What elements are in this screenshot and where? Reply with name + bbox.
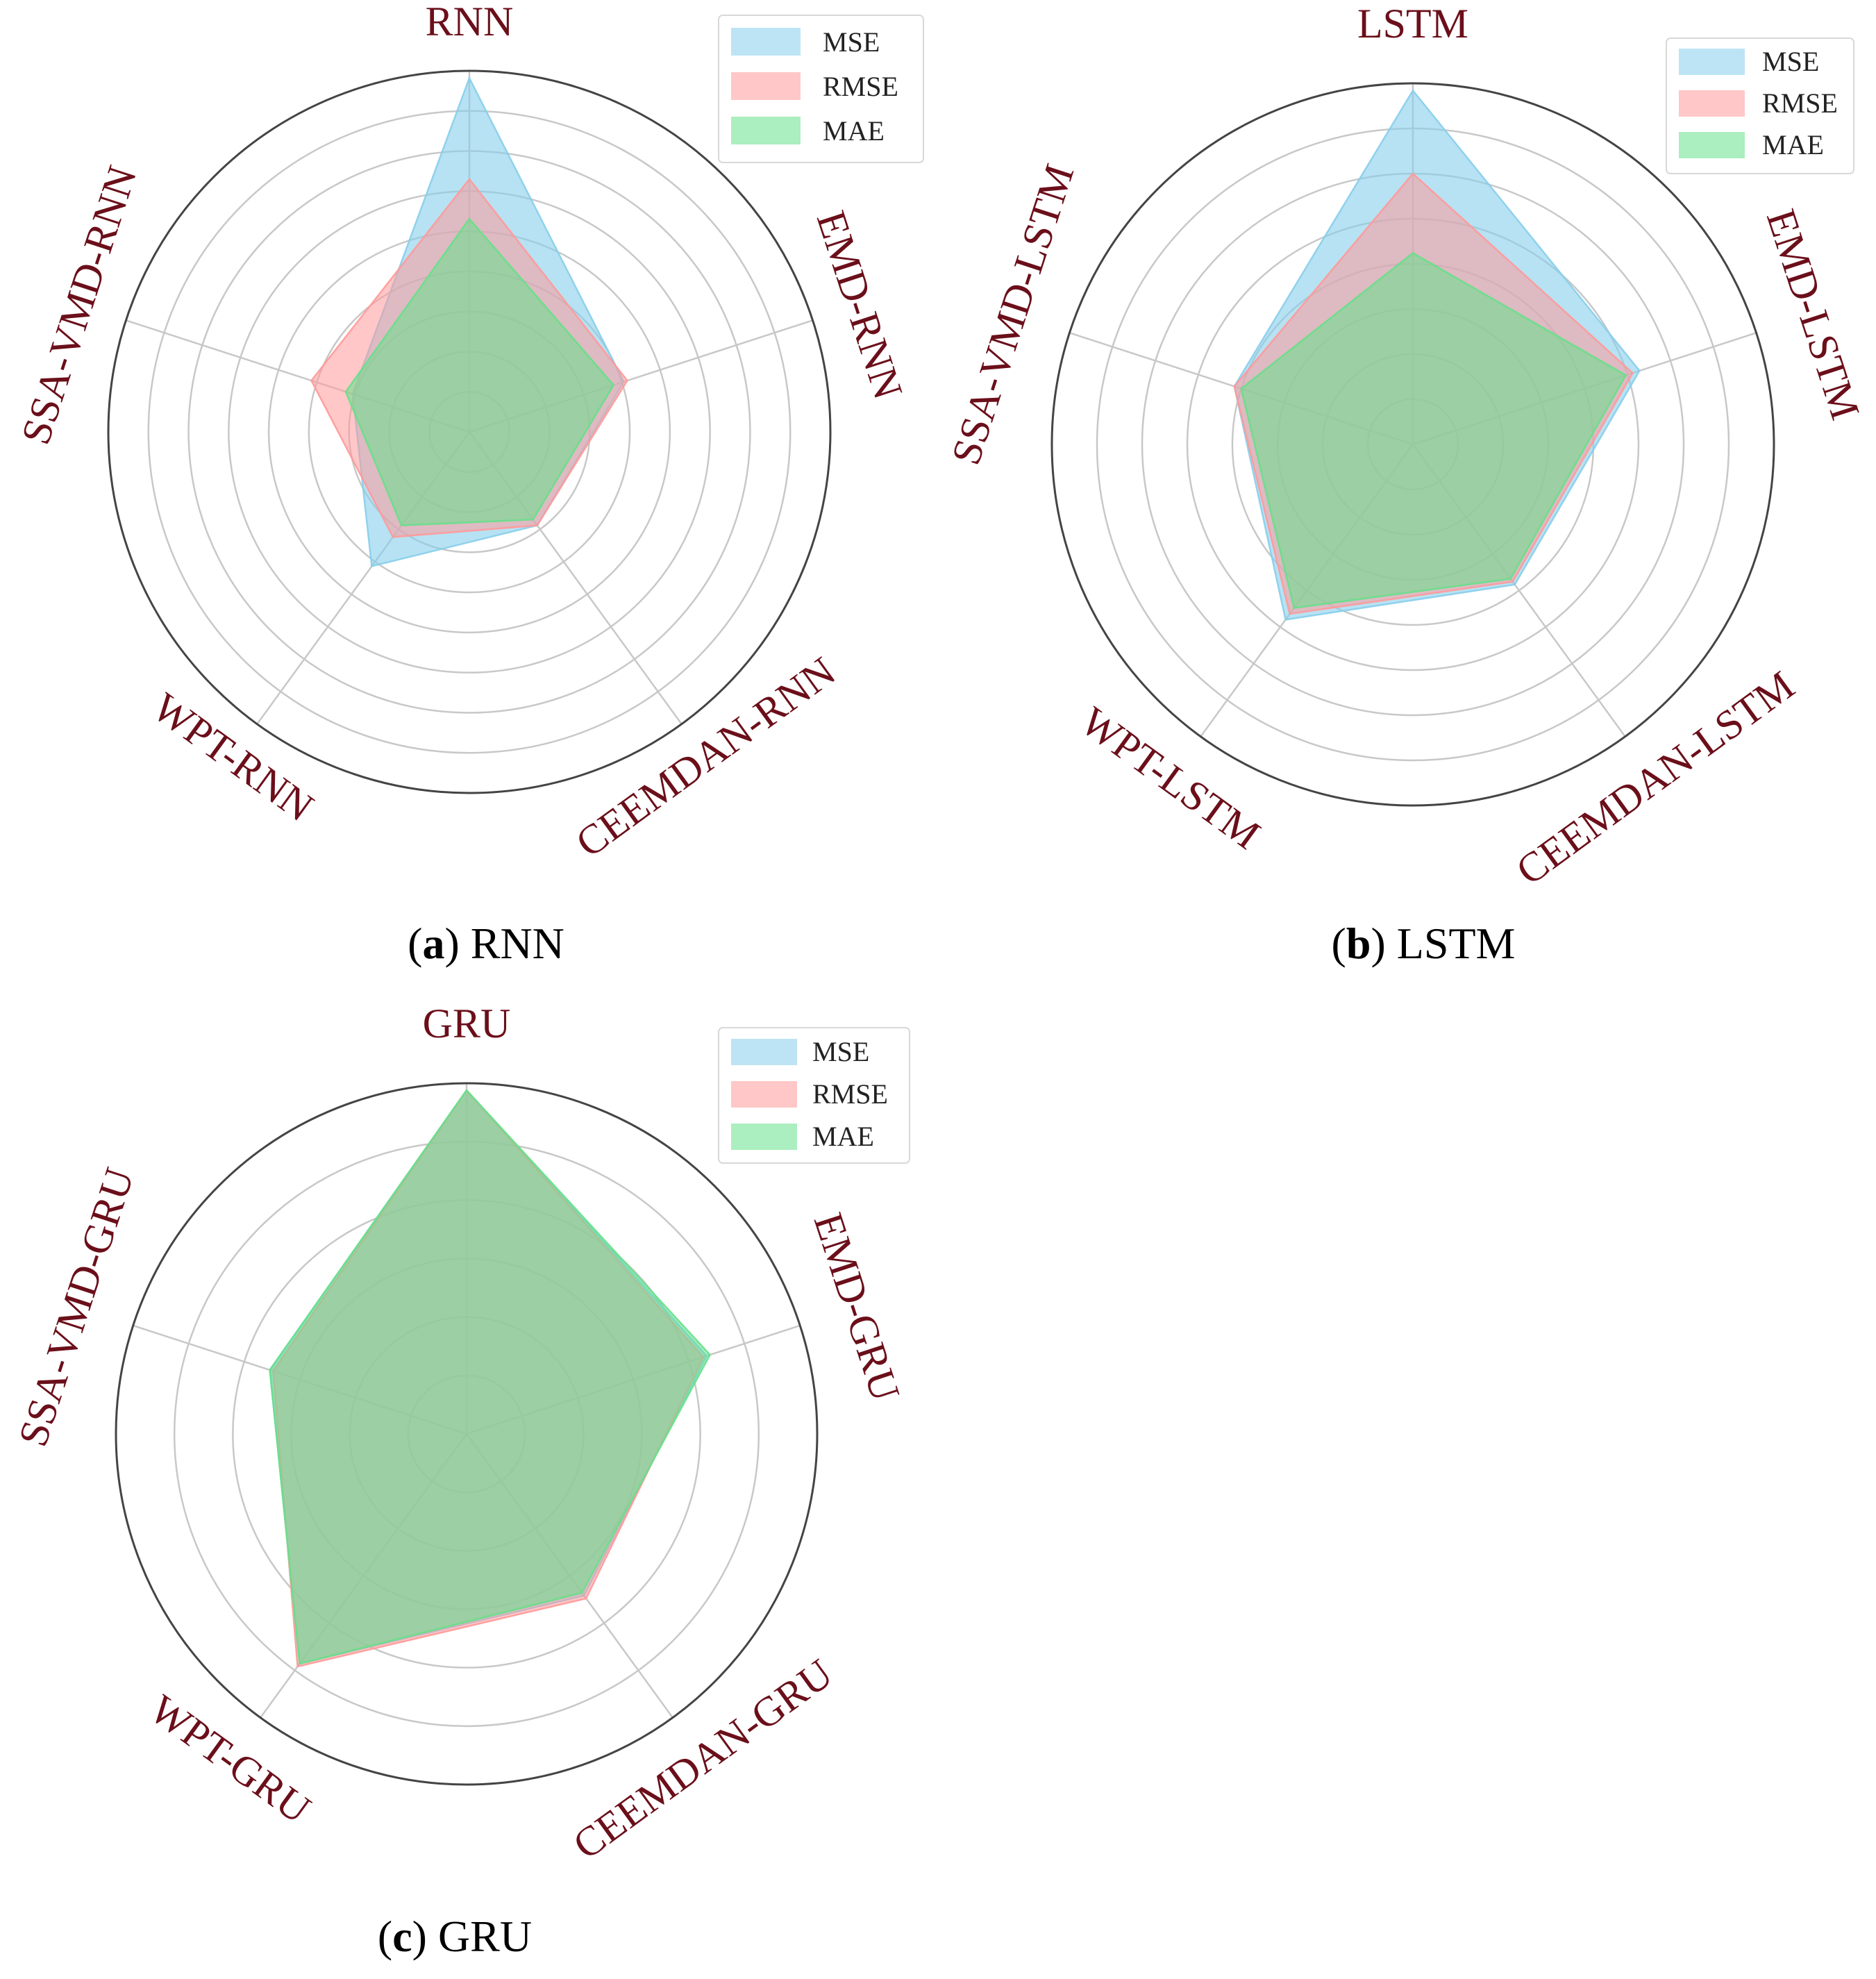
legend-swatch-mse [731,1039,797,1065]
legend-swatch-mse [731,28,801,56]
axis-label-ssa-vmd-rnn: SSA-VMD-RNN [12,160,146,450]
legend-label-mse: MSE [812,1036,869,1067]
caption-b: (b) LSTM [1332,919,1516,968]
radar-panel-lstm: LSTMEMD-LSTMCEEMDAN-LSTMWPT-LSTMSSA-VMD-… [943,1,1869,894]
legend-swatch-rmse [731,1081,797,1108]
caption-c: (c) GRU [378,1912,532,1961]
legend-swatch-mae [731,117,801,144]
radar-series [269,1089,712,1668]
legend-swatch-rmse [731,72,801,100]
legend-swatch-mse [1679,49,1745,75]
legend-label-mae: MAE [823,115,885,147]
axis-label-ssa-vmd-gru: SSA-VMD-GRU [10,1162,143,1452]
axis-label-ceemdan-rnn: CEEMDAN-RNN [568,648,844,866]
radar-series [1233,89,1641,621]
series-area-mae [344,217,615,526]
legend-label-rmse: RMSE [812,1078,888,1110]
axis-label-wpt-gru: WPT-GRU [142,1686,319,1832]
chart-legend: MSE RMSE MAE [1666,37,1854,174]
axis-label-gru: GRU [423,1001,511,1046]
legend-swatch-mae [1679,132,1745,158]
axis-label-rnn: RNN [426,0,514,44]
caption-a: (a) RNN [408,919,564,968]
radar-frame [107,69,832,794]
legend-label-mse: MSE [823,26,880,58]
axis-label-emd-rnn: EMD-RNN [808,206,912,405]
series-area-mae [269,1089,712,1665]
radar-frame [1050,82,1775,807]
legend-label-mae: MAE [812,1121,874,1152]
axis-label-ceemdan-gru: CEEMDAN-GRU [565,1650,841,1868]
series-area-mae [1240,251,1627,609]
chart-legend: MSE RMSE MAE [718,15,924,163]
axis-label-lstm: LSTM [1357,1,1468,47]
axis-label-ssa-vmd-lstm: SSA-VMD-LSTM [943,158,1083,469]
axis-label-emd-gru: EMD-GRU [805,1208,909,1407]
axis-label-wpt-lstm: WPT-LSTM [1073,698,1268,858]
legend-swatch-mae [731,1124,797,1150]
legend-label-mse: MSE [1762,46,1819,77]
legend-label-mae: MAE [1762,129,1824,160]
radar-panel-rnn: RNNEMD-RNNCEEMDAN-RNNWPT-RNNSSA-VMD-RNN … [12,0,924,866]
legend-swatch-rmse [1679,90,1745,117]
chart-legend: MSE RMSE MAE [718,1027,910,1164]
legend-label-rmse: RMSE [823,71,898,102]
radar-series [310,76,629,568]
radar-frame [115,1082,819,1786]
legend-label-rmse: RMSE [1762,87,1838,119]
radar-panel-gru: GRUEMD-GRUCEEMDAN-GRUWPT-GRUSSA-VMD-GRU … [10,1001,910,1868]
axis-label-emd-lstm: EMD-LSTM [1758,203,1869,424]
